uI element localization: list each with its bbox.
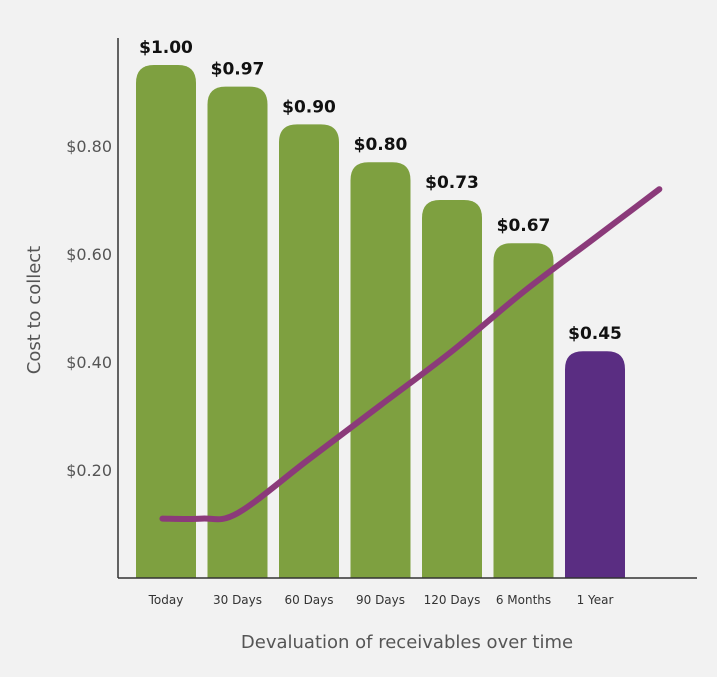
y-tick-label: $0.60 [66,245,112,264]
bar-value-label: $0.90 [282,97,336,117]
bar-value-label: $0.45 [568,324,622,344]
bar-value-label: $0.67 [497,216,551,236]
bars [136,65,625,579]
bar-value-label: $1.00 [139,38,193,58]
bar [493,243,554,578]
x-tick-label: 120 Days [424,593,481,607]
bar-value-label: $0.73 [425,173,479,193]
bar-value-label: $0.97 [211,60,265,80]
x-tick-label: 30 Days [213,593,262,607]
bar [279,124,339,579]
x-tick-label: Today [148,593,184,607]
x-tick-label: 90 Days [356,593,405,607]
bar [422,200,482,578]
y-axis-title: Cost to collect [24,246,45,374]
y-tick-label: $0.80 [66,137,112,156]
bar-labels: $1.00 $0.97 $0.90 $0.80 $0.73 $0.67 $0.45 [139,38,622,344]
x-tick-labels: Today 30 Days 60 Days 90 Days 120 Days 6 Mont… [148,593,614,607]
y-tick-label: $0.40 [66,353,112,372]
x-tick-label: 1 Year [577,593,614,607]
trend-line [159,186,663,523]
bar [207,86,268,578]
bar [350,162,411,578]
trend-line-path [159,186,663,523]
x-axis-title: Devaluation of receivables over time [241,632,573,653]
y-tick-labels: $0.20 $0.40 $0.60 $0.80 [66,137,112,480]
y-tick-label: $0.20 [66,461,112,480]
x-tick-label: 6 Months [496,593,551,607]
x-tick-label: 60 Days [284,593,333,607]
bar-value-label: $0.80 [354,135,408,155]
bar [565,351,625,578]
bar [136,65,196,578]
